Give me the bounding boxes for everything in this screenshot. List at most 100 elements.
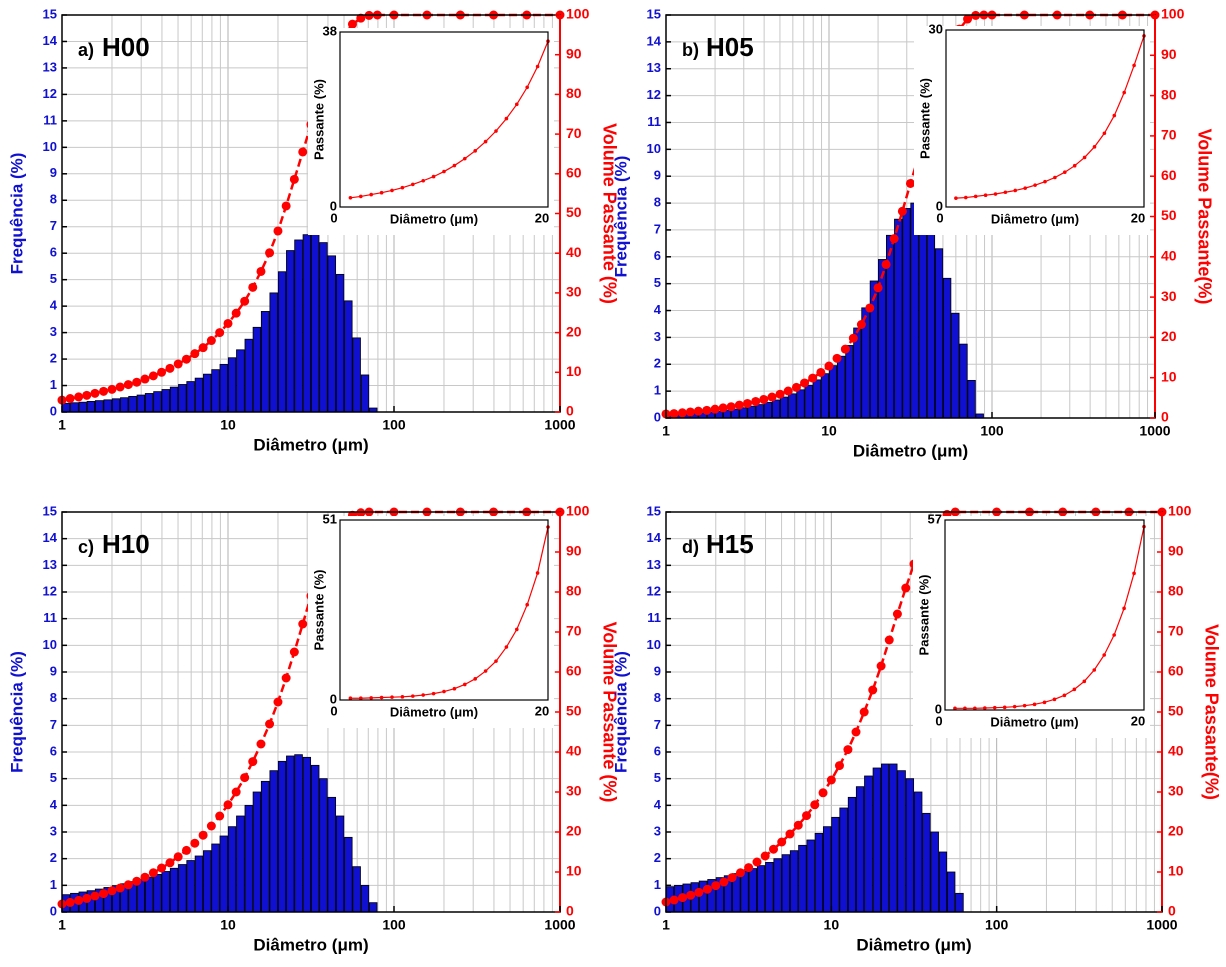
- y2-tick-label: 30: [566, 783, 582, 799]
- y-tick-label: 15: [43, 6, 57, 21]
- inset-point: [348, 696, 353, 701]
- bar: [327, 255, 337, 413]
- bar: [946, 871, 956, 913]
- cumulative-point: [99, 386, 109, 396]
- x-tick-label: 10: [220, 417, 236, 433]
- y-tick-label: 8: [654, 195, 661, 210]
- inset-point: [1022, 703, 1027, 708]
- y2-axis-label: Volume Passante (%): [599, 123, 619, 304]
- inset-point: [1082, 679, 1087, 684]
- x-tick-label: 1000: [544, 917, 575, 933]
- y-tick-label: 11: [43, 610, 57, 625]
- inset-point: [483, 139, 488, 144]
- inset-point: [983, 706, 987, 710]
- bar: [194, 855, 204, 913]
- y2-tick-label: 70: [566, 623, 582, 639]
- bar: [252, 326, 262, 413]
- inset-point: [954, 196, 958, 200]
- inset-point: [992, 705, 997, 710]
- y-tick-label: 13: [43, 557, 57, 572]
- y2-tick-label: 0: [1168, 903, 1176, 919]
- bar: [959, 343, 968, 419]
- cumulative-point: [298, 619, 308, 629]
- inset-x-tick-label: 0: [330, 703, 337, 718]
- bar: [136, 394, 146, 413]
- inset-x-axis-label: Diâmetro (μm): [990, 714, 1078, 729]
- inset-x-tick-label: 0: [330, 210, 337, 225]
- cumulative-point: [256, 739, 266, 749]
- cumulative-point: [711, 881, 721, 891]
- bar: [847, 796, 857, 913]
- bar: [61, 402, 71, 413]
- cumulative-point: [198, 830, 208, 840]
- y2-tick-label: 40: [1161, 248, 1177, 264]
- y2-tick-label: 40: [566, 244, 582, 260]
- cumulative-point: [726, 402, 736, 412]
- bar: [814, 832, 824, 913]
- cumulative-point: [132, 377, 142, 387]
- bar: [897, 770, 906, 913]
- inset-y-tick-label: 0: [330, 198, 337, 213]
- bar: [120, 397, 129, 413]
- inset-y-axis-label: Passante (%): [311, 79, 326, 160]
- cumulative-point: [824, 361, 834, 371]
- y-tick-label: 10: [647, 637, 661, 652]
- y-tick-label: 2: [50, 351, 57, 366]
- cumulative-point: [190, 349, 200, 359]
- cumulative-point: [742, 398, 752, 408]
- cumulative-point: [74, 895, 84, 905]
- y-tick-label: 12: [647, 583, 661, 598]
- inset-frame: [944, 519, 1145, 711]
- y-tick-label: 8: [50, 192, 57, 207]
- y-tick-label: 6: [50, 743, 57, 758]
- panel-label: b): [682, 40, 699, 60]
- x-tick-label: 100: [980, 423, 1004, 439]
- inset-point: [1122, 90, 1126, 95]
- cumulative-point: [785, 829, 795, 839]
- y-tick-label: 0: [654, 903, 661, 918]
- inset-point: [400, 695, 405, 699]
- inset-point: [359, 194, 363, 199]
- bar: [763, 402, 773, 419]
- y-tick-label: 9: [654, 663, 661, 678]
- cumulative-point: [74, 392, 84, 402]
- cumulative-point: [685, 407, 695, 417]
- cumulative-point: [800, 378, 810, 388]
- y-tick-label: 5: [50, 770, 57, 785]
- inset-y-tick-label: 0: [936, 198, 943, 213]
- bar: [203, 373, 212, 413]
- y-tick-label: 13: [647, 557, 661, 572]
- bar: [918, 208, 927, 419]
- inset-y-tick-label: 57: [928, 511, 942, 526]
- bar: [831, 816, 840, 913]
- cumulative-point: [669, 409, 679, 419]
- bar: [820, 373, 830, 419]
- inset-background: [913, 516, 1150, 738]
- y2-tick-label: 50: [1168, 703, 1184, 719]
- cumulative-point: [347, 19, 357, 29]
- inset-point: [983, 193, 988, 197]
- x-tick-label: 100: [985, 917, 1009, 933]
- inset-point: [1122, 606, 1126, 611]
- cumulative-point: [231, 308, 241, 318]
- bar: [236, 349, 245, 413]
- bar: [773, 858, 782, 913]
- y-tick-label: 2: [654, 356, 661, 371]
- y-tick-label: 11: [647, 114, 661, 129]
- bar: [344, 836, 353, 913]
- inset-point: [1063, 170, 1067, 174]
- bar: [955, 892, 964, 913]
- inset-x-tick-label: 20: [1131, 210, 1145, 225]
- cumulative-point: [215, 811, 225, 821]
- bar: [286, 250, 295, 413]
- bar: [806, 839, 815, 913]
- cumulative-point: [289, 174, 299, 184]
- inset-point: [973, 194, 978, 199]
- cumulative-point: [82, 893, 92, 903]
- y2-tick-label: 0: [566, 403, 574, 419]
- cumulative-point: [206, 821, 216, 831]
- inset-point: [1092, 145, 1097, 149]
- y-tick-label: 5: [50, 271, 57, 286]
- inset-x-tick-label: 20: [535, 210, 549, 225]
- y-tick-label: 8: [50, 690, 57, 705]
